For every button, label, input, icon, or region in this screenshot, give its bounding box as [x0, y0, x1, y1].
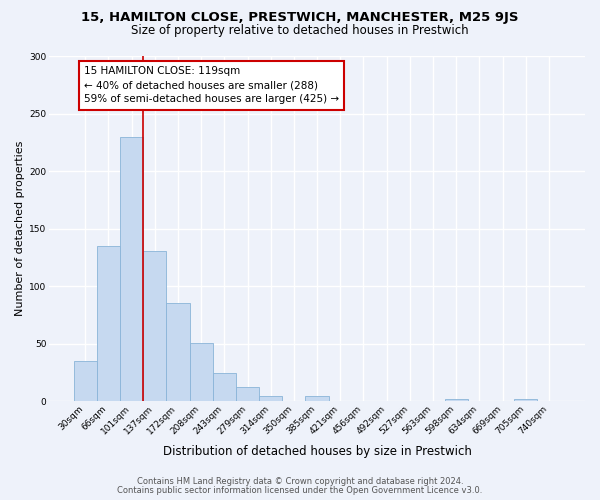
Text: 15, HAMILTON CLOSE, PRESTWICH, MANCHESTER, M25 9JS: 15, HAMILTON CLOSE, PRESTWICH, MANCHESTE…	[81, 11, 519, 24]
Bar	[236, 388, 259, 402]
Bar	[514, 399, 538, 402]
Y-axis label: Number of detached properties: Number of detached properties	[15, 141, 25, 316]
Bar	[97, 246, 120, 402]
X-axis label: Distribution of detached houses by size in Prestwich: Distribution of detached houses by size …	[163, 444, 472, 458]
Bar	[166, 304, 190, 402]
Bar	[190, 342, 213, 402]
Bar	[305, 396, 329, 402]
Text: 15 HAMILTON CLOSE: 119sqm
← 40% of detached houses are smaller (288)
59% of semi: 15 HAMILTON CLOSE: 119sqm ← 40% of detac…	[84, 66, 339, 104]
Bar	[120, 136, 143, 402]
Bar	[213, 372, 236, 402]
Bar	[143, 250, 166, 402]
Text: Contains HM Land Registry data © Crown copyright and database right 2024.: Contains HM Land Registry data © Crown c…	[137, 477, 463, 486]
Text: Contains public sector information licensed under the Open Government Licence v3: Contains public sector information licen…	[118, 486, 482, 495]
Bar	[445, 399, 468, 402]
Bar	[259, 396, 283, 402]
Bar	[74, 361, 97, 402]
Text: Size of property relative to detached houses in Prestwich: Size of property relative to detached ho…	[131, 24, 469, 37]
